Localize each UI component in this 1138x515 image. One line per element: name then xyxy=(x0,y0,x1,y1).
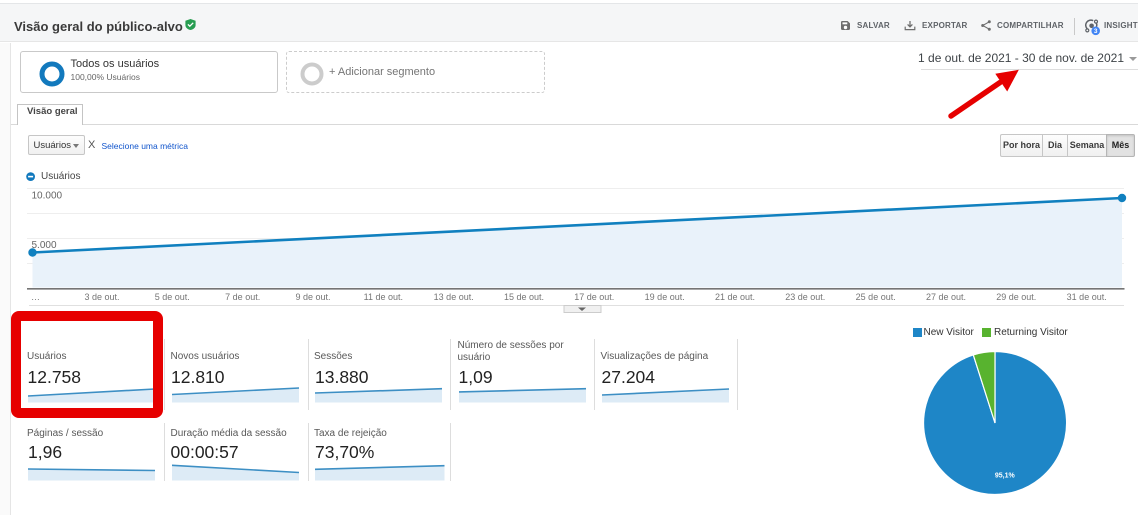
svg-text:3: 3 xyxy=(1094,28,1098,35)
svg-text:19 de out.: 19 de out. xyxy=(645,292,685,302)
svg-text:5 de out.: 5 de out. xyxy=(155,292,190,302)
svg-text:29 de out.: 29 de out. xyxy=(996,292,1036,302)
svg-text:3 de out.: 3 de out. xyxy=(84,292,119,302)
svg-text:23 de out.: 23 de out. xyxy=(785,292,825,302)
svg-text:31 de out.: 31 de out. xyxy=(1067,292,1107,302)
svg-text:5.000: 5.000 xyxy=(32,240,57,251)
svg-text:9 de out.: 9 de out. xyxy=(295,292,330,302)
svg-text:95,1%: 95,1% xyxy=(995,473,1016,480)
svg-text:11 de out.: 11 de out. xyxy=(364,292,403,302)
svg-text:27 de out.: 27 de out. xyxy=(926,292,966,302)
svg-text:…: … xyxy=(31,292,40,302)
svg-text:7 de out.: 7 de out. xyxy=(225,292,260,302)
svg-text:17 de out.: 17 de out. xyxy=(574,292,614,302)
svg-text:21 de out.: 21 de out. xyxy=(715,292,755,302)
svg-text:13 de out.: 13 de out. xyxy=(434,292,474,302)
svg-text:10.000: 10.000 xyxy=(32,190,63,201)
svg-text:15 de out.: 15 de out. xyxy=(504,292,544,302)
svg-text:25 de out.: 25 de out. xyxy=(856,292,896,302)
